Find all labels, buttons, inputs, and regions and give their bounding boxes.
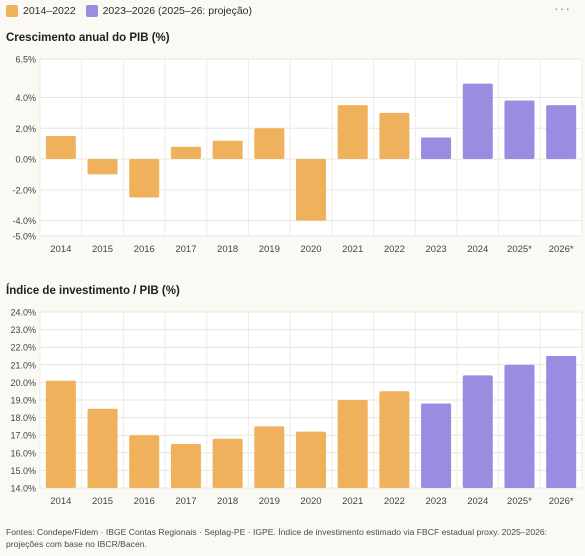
x-tick-label: 2023 bbox=[426, 244, 447, 255]
chart-gdp-growth: 6.5% 4.0% 2.0% 0.0% -2.0% -4.0% -5.0% 2014 2015 2… bbox=[12, 55, 583, 255]
bar[interactable] bbox=[212, 438, 243, 488]
x-tick-label: 2023 bbox=[426, 496, 447, 507]
bar[interactable] bbox=[45, 380, 76, 488]
bar[interactable] bbox=[129, 159, 160, 198]
bar[interactable] bbox=[337, 105, 368, 160]
bar[interactable] bbox=[129, 435, 160, 488]
bar[interactable] bbox=[379, 112, 410, 160]
bar[interactable] bbox=[295, 159, 327, 221]
x-tick-label: 2019 bbox=[259, 496, 280, 507]
legend-item-projection[interactable]: 2023–2026 (2025–26: projeção) bbox=[85, 5, 253, 17]
y-tick-label: 2.0% bbox=[15, 124, 36, 134]
y-tick-label: 17.0% bbox=[10, 431, 36, 441]
chart-investment-index: 24.0% 23.0% 22.0% 21.0% 20.0% 19.0% 18.0% 17.0%… bbox=[10, 308, 583, 507]
bar[interactable] bbox=[87, 408, 118, 488]
y-tick-label: 20.0% bbox=[10, 378, 36, 388]
x-tick-label: 2020 bbox=[300, 244, 321, 255]
bar[interactable] bbox=[379, 391, 410, 488]
bar[interactable] bbox=[421, 137, 452, 160]
x-tick-label: 2018 bbox=[217, 244, 238, 255]
y-tick-label: 4.0% bbox=[15, 93, 36, 103]
chart-title-investment: Índice de investimento / PIB (%) bbox=[6, 285, 180, 297]
x-tick-label: 2017 bbox=[175, 244, 196, 255]
bar[interactable] bbox=[254, 426, 285, 488]
x-tick-label: 2015 bbox=[92, 244, 113, 255]
bar[interactable] bbox=[254, 128, 285, 160]
y-tick-label: 22.0% bbox=[10, 343, 36, 353]
x-tick-label: 2024 bbox=[467, 496, 488, 507]
y-tick-label: 14.0% bbox=[10, 484, 36, 494]
bar[interactable] bbox=[462, 375, 493, 488]
y-tick-label: 24.0% bbox=[10, 308, 36, 318]
x-tick-label: 2014 bbox=[50, 496, 71, 507]
x-tick-label: 2020 bbox=[300, 496, 321, 507]
y-tick-label: 23.0% bbox=[10, 325, 36, 335]
x-tick-label: 2022 bbox=[384, 244, 405, 255]
y-tick-label: 6.5% bbox=[15, 55, 36, 65]
legend-swatch-projection bbox=[85, 5, 98, 17]
x-tick-label: 2026* bbox=[549, 496, 574, 507]
x-tick-label: 2022 bbox=[384, 496, 405, 507]
legend-label-historical: 2014–2022 bbox=[23, 5, 76, 17]
bar[interactable] bbox=[504, 364, 535, 488]
y-tick-label: 19.0% bbox=[10, 396, 36, 406]
x-tick-label: 2018 bbox=[217, 496, 238, 507]
bar[interactable] bbox=[462, 83, 493, 160]
bar[interactable] bbox=[295, 431, 327, 488]
x-tick-label: 2015 bbox=[92, 496, 113, 507]
legend-label-projection: 2023–2026 (2025–26: projeção) bbox=[102, 5, 253, 17]
bar[interactable] bbox=[504, 100, 535, 160]
bar[interactable] bbox=[170, 146, 201, 160]
x-tick-label: 2016 bbox=[134, 496, 155, 507]
x-tick-label: 2025* bbox=[507, 496, 532, 507]
y-tick-label: -4.0% bbox=[12, 216, 36, 226]
bar[interactable] bbox=[212, 140, 243, 160]
y-tick-label: -2.0% bbox=[12, 185, 36, 195]
x-tick-label: 2026* bbox=[549, 244, 574, 255]
y-tick-label: 18.0% bbox=[10, 413, 36, 423]
footnote: Fontes: Condepe/Fidem · IBGE Contas Regi… bbox=[6, 527, 548, 549]
x-tick-label: 2016 bbox=[134, 244, 155, 255]
bar[interactable] bbox=[87, 159, 118, 175]
y-tick-label: 0.0% bbox=[15, 155, 36, 165]
legend-item-historical[interactable]: 2014–2022 bbox=[6, 5, 76, 17]
bar[interactable] bbox=[546, 356, 577, 488]
more-horizontal-icon[interactable]: ··· bbox=[554, 0, 571, 16]
bar[interactable] bbox=[45, 135, 76, 160]
x-tick-label: 2017 bbox=[175, 496, 196, 507]
x-tick-label: 2019 bbox=[259, 244, 280, 255]
x-tick-label: 2021 bbox=[342, 244, 363, 255]
bar[interactable] bbox=[337, 400, 368, 488]
bar[interactable] bbox=[170, 444, 201, 488]
x-tick-label: 2021 bbox=[342, 496, 363, 507]
legend-swatch-historical bbox=[6, 5, 18, 17]
y-tick-label: 21.0% bbox=[10, 360, 36, 370]
chart-legend: 2014–2022 2023–2026 (2025–26: projeção) bbox=[6, 3, 262, 19]
x-tick-label: 2014 bbox=[50, 244, 71, 255]
y-tick-label: 16.0% bbox=[10, 448, 36, 458]
chart-title-gdp: Crescimento anual do PIB (%) bbox=[6, 32, 170, 44]
x-tick-label: 2025* bbox=[507, 244, 532, 255]
y-tick-label: -5.0% bbox=[12, 232, 36, 242]
x-tick-label: 2024 bbox=[467, 244, 488, 255]
bar[interactable] bbox=[421, 403, 452, 488]
y-tick-label: 15.0% bbox=[10, 466, 36, 476]
bar[interactable] bbox=[546, 105, 577, 160]
